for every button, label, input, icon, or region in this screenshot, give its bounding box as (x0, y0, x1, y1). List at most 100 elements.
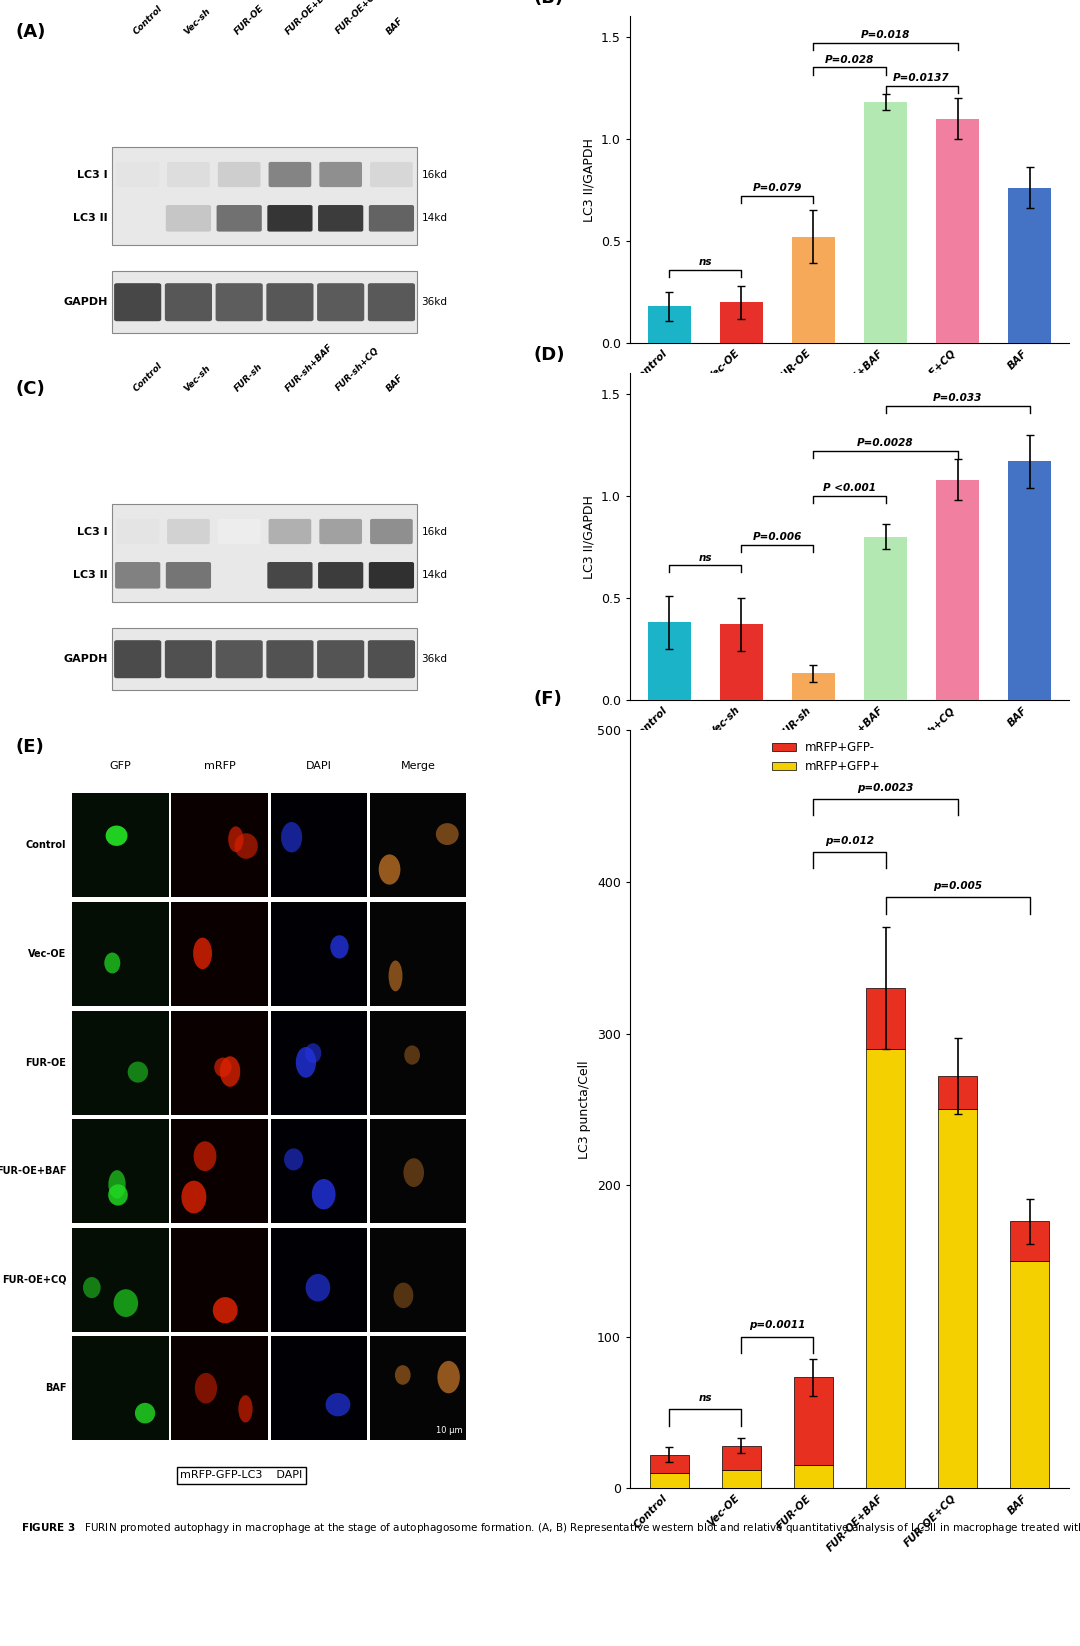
FancyBboxPatch shape (369, 206, 414, 232)
Text: LC3 II: LC3 II (73, 570, 108, 579)
FancyBboxPatch shape (166, 561, 211, 589)
Ellipse shape (379, 854, 401, 884)
Bar (1008, 188, 1051, 342)
Text: p=0.0011: p=0.0011 (750, 1320, 806, 1330)
FancyBboxPatch shape (116, 561, 160, 589)
Bar (172, 1119, 268, 1223)
Text: ns: ns (699, 257, 712, 267)
Bar (172, 793, 268, 897)
Text: P=0.018: P=0.018 (861, 30, 910, 41)
Text: 16kd: 16kd (421, 170, 447, 179)
FancyBboxPatch shape (267, 283, 313, 321)
Bar (172, 902, 268, 1006)
Bar (721, 1445, 761, 1470)
Y-axis label: LC3 II/GAPDH: LC3 II/GAPDH (582, 138, 595, 222)
FancyBboxPatch shape (167, 161, 210, 188)
Text: (D): (D) (534, 346, 565, 364)
FancyBboxPatch shape (370, 518, 413, 545)
Bar (864, 102, 907, 342)
Text: BAF: BAF (386, 372, 406, 393)
Bar (369, 902, 467, 1006)
Text: Vec-sh: Vec-sh (183, 7, 212, 36)
FancyBboxPatch shape (319, 561, 363, 589)
FancyBboxPatch shape (217, 206, 261, 232)
Bar (720, 624, 764, 700)
FancyBboxPatch shape (216, 640, 262, 678)
Bar (72, 1337, 168, 1440)
Bar (792, 237, 835, 342)
FancyBboxPatch shape (117, 518, 159, 545)
Ellipse shape (395, 1365, 410, 1384)
Bar (721, 1470, 761, 1488)
Bar (1010, 1261, 1050, 1488)
FancyBboxPatch shape (112, 272, 417, 332)
Ellipse shape (404, 1045, 420, 1065)
Ellipse shape (193, 1141, 216, 1170)
Y-axis label: LC3 II/GAPDH: LC3 II/GAPDH (582, 495, 595, 579)
Bar (794, 1465, 834, 1488)
Bar (369, 1011, 467, 1114)
Text: Vec-OE: Vec-OE (28, 950, 66, 960)
Ellipse shape (105, 953, 120, 973)
Ellipse shape (436, 823, 459, 844)
FancyBboxPatch shape (217, 561, 261, 589)
Text: ns: ns (699, 1393, 712, 1404)
Text: P=0.0028: P=0.0028 (858, 438, 914, 448)
Ellipse shape (83, 1277, 100, 1299)
Ellipse shape (108, 1170, 125, 1198)
Bar (792, 673, 835, 700)
Ellipse shape (312, 1179, 336, 1210)
FancyBboxPatch shape (318, 283, 364, 321)
Bar (271, 1337, 367, 1440)
Bar (172, 1228, 268, 1332)
FancyBboxPatch shape (269, 518, 311, 545)
Text: (F): (F) (534, 690, 562, 708)
FancyBboxPatch shape (218, 161, 260, 188)
FancyBboxPatch shape (114, 640, 161, 678)
Bar (72, 1228, 168, 1332)
Ellipse shape (234, 833, 258, 859)
FancyBboxPatch shape (112, 504, 417, 602)
FancyBboxPatch shape (368, 640, 415, 678)
Bar (369, 1337, 467, 1440)
Bar (649, 1455, 689, 1473)
Text: Vec-sh: Vec-sh (183, 364, 212, 393)
Text: P=0.033: P=0.033 (933, 393, 982, 403)
Ellipse shape (214, 1058, 231, 1076)
Bar (648, 306, 691, 342)
FancyBboxPatch shape (112, 629, 417, 690)
Bar (271, 1119, 367, 1223)
Ellipse shape (404, 1159, 424, 1187)
Text: mRFP-GFP-LC3    DAPI: mRFP-GFP-LC3 DAPI (180, 1470, 302, 1480)
Bar (1008, 461, 1051, 700)
Text: 14kd: 14kd (421, 212, 447, 222)
Text: 10 μm: 10 μm (436, 1425, 463, 1435)
Text: FUR-sh: FUR-sh (233, 362, 265, 393)
Bar (172, 1011, 268, 1114)
Bar (271, 1228, 367, 1332)
Text: (C): (C) (15, 380, 45, 398)
Text: 14kd: 14kd (421, 570, 447, 579)
Ellipse shape (194, 1373, 217, 1404)
FancyBboxPatch shape (116, 206, 160, 232)
Text: 16kd: 16kd (421, 527, 447, 537)
Text: P <0.001: P <0.001 (823, 484, 876, 494)
Text: p=0.005: p=0.005 (933, 881, 982, 890)
Text: p=0.0023: p=0.0023 (858, 782, 914, 793)
Ellipse shape (284, 1149, 303, 1170)
FancyBboxPatch shape (165, 640, 212, 678)
Bar (271, 902, 367, 1006)
Text: P=0.079: P=0.079 (753, 183, 802, 194)
Ellipse shape (106, 826, 127, 846)
Text: FUR-OE+CQ: FUR-OE+CQ (335, 0, 382, 36)
FancyBboxPatch shape (268, 561, 312, 589)
FancyBboxPatch shape (368, 283, 415, 321)
FancyBboxPatch shape (319, 206, 363, 232)
Ellipse shape (296, 1047, 316, 1078)
Text: GFP: GFP (109, 760, 132, 770)
Text: P=0.0137: P=0.0137 (893, 72, 949, 84)
Text: BAF: BAF (386, 15, 406, 36)
Text: 36kd: 36kd (421, 653, 447, 665)
Ellipse shape (325, 1393, 350, 1416)
FancyBboxPatch shape (112, 146, 417, 245)
